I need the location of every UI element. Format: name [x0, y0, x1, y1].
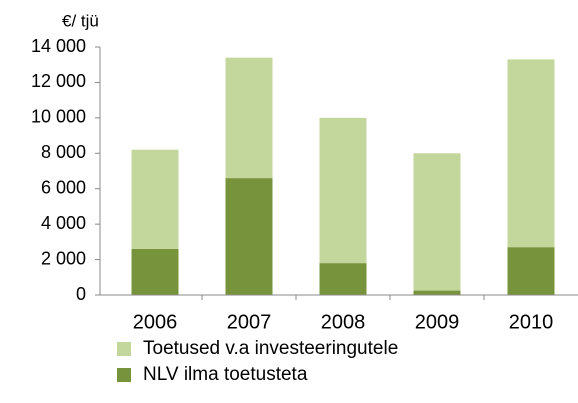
y-tick-label: 10 000: [31, 107, 86, 127]
y-axis-label: €/ tjü: [62, 11, 99, 30]
y-tick-label: 4 000: [41, 213, 86, 233]
y-tick-label: 2 000: [41, 248, 86, 268]
legend-swatch: [117, 342, 131, 356]
bar-segment: [319, 117, 367, 264]
x-tick-label: 2010: [509, 311, 554, 333]
bar-segment: [507, 59, 555, 248]
bar-segment: [319, 263, 367, 295]
x-tick-label: 2006: [133, 311, 178, 333]
y-tick-label: 0: [76, 284, 86, 304]
legend-label: Toetused v.a investeeringutele: [143, 338, 398, 359]
legend-label: NLV ilma toetusteta: [143, 364, 308, 385]
bar-segment: [413, 290, 461, 295]
bar-segment: [131, 149, 179, 249]
legend-swatch: [117, 368, 131, 382]
x-tick-label: 2008: [321, 311, 366, 333]
y-tick-label: 6 000: [41, 177, 86, 197]
bar-segment: [225, 178, 273, 295]
x-tick-label: 2007: [227, 311, 272, 333]
y-tick-label: 14 000: [31, 36, 86, 56]
bar-segment: [413, 153, 461, 291]
bar-segment: [507, 247, 555, 295]
y-tick-label: 12 000: [31, 71, 86, 91]
bar-segment: [131, 248, 179, 295]
bar-segment: [225, 57, 273, 179]
x-tick-label: 2009: [415, 311, 460, 333]
y-tick-label: 8 000: [41, 142, 86, 162]
